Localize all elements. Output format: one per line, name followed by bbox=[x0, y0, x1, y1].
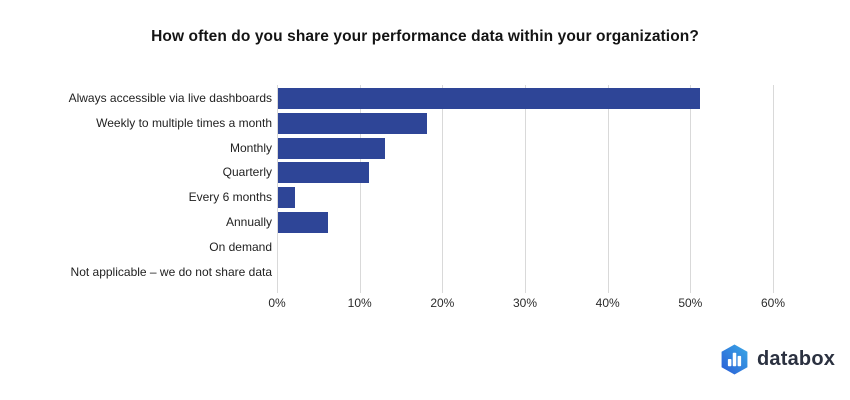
bar bbox=[278, 212, 328, 233]
x-tick-label: 60% bbox=[760, 296, 786, 310]
bar bbox=[278, 88, 700, 109]
plot-area: 0% 10% 20% 30% 40% 50% 60% bbox=[268, 85, 785, 310]
bar bbox=[278, 187, 295, 209]
x-tick-label: 40% bbox=[595, 296, 620, 310]
gridline-10% bbox=[359, 85, 361, 293]
category-label: Not applicable – we do not share data bbox=[70, 264, 272, 279]
gridline-0% bbox=[277, 85, 278, 293]
gridline-50% bbox=[690, 85, 692, 293]
category-label: Always accessible via live dashboards bbox=[68, 91, 272, 105]
category-label: Weekly to multiple times a month bbox=[96, 115, 272, 130]
x-tick-label: 50% bbox=[678, 296, 703, 310]
gridline-40% bbox=[607, 85, 609, 293]
category-label: Annually bbox=[225, 215, 272, 229]
bar bbox=[278, 112, 427, 134]
x-tick-label: 10% bbox=[347, 296, 372, 310]
databox-logo: databox bbox=[719, 344, 835, 375]
x-tick-label: 30% bbox=[512, 296, 538, 310]
databox-logo-text: databox bbox=[757, 348, 836, 370]
category-label: On demand bbox=[209, 239, 272, 254]
x-tick-label: 20% bbox=[430, 296, 455, 310]
gridline-60% bbox=[773, 85, 774, 293]
bar bbox=[278, 137, 386, 159]
gridline-30% bbox=[525, 85, 526, 293]
databox-hexagon-icon bbox=[721, 344, 748, 375]
x-tick-label: 0% bbox=[268, 296, 286, 310]
category-axis: Always accessible via live dashboards Wee… bbox=[0, 85, 272, 293]
gridline-20% bbox=[442, 85, 444, 293]
category-label: Quarterly bbox=[222, 165, 272, 180]
bar bbox=[278, 162, 369, 184]
category-label: Every 6 months bbox=[188, 190, 272, 205]
chart-title: How often do you share your performance … bbox=[151, 28, 699, 45]
category-label: Monthly bbox=[229, 140, 272, 155]
